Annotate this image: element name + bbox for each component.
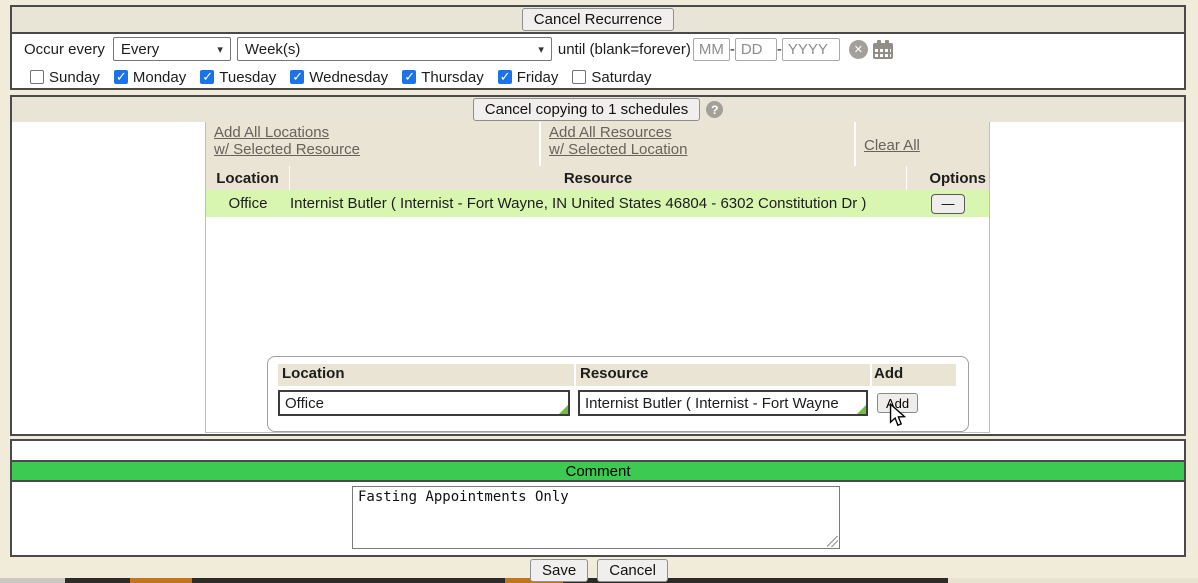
date-separator: - <box>776 40 782 58</box>
until-day-input[interactable]: DD <box>734 37 777 61</box>
mouse-cursor-icon <box>889 403 907 427</box>
saturday-label: Saturday <box>591 68 652 86</box>
day-friday: Friday <box>497 68 559 86</box>
resize-grip-icon[interactable] <box>827 536 838 547</box>
friday-checkbox[interactable] <box>497 69 512 85</box>
cancel-button[interactable]: Cancel <box>597 559 668 582</box>
add-form-inputs: Office Internist Butler ( Internist - Fo… <box>278 390 968 416</box>
friday-label: Friday <box>516 68 559 86</box>
add-all-resources-link[interactable]: Add All Resources <box>549 124 672 141</box>
add-all-locations-link-line2[interactable]: w/ Selected Resource <box>214 141 360 158</box>
day-thursday: Thursday <box>402 69 484 86</box>
row-options: — <box>907 193 989 214</box>
add-all-resources-cell: Add All Resources w/ Selected Location <box>541 122 856 166</box>
cancel-recurrence-button[interactable]: Cancel Recurrence <box>521 8 675 31</box>
strip-segment <box>563 578 948 583</box>
unit-select-value: Week(s) <box>244 40 301 58</box>
add-form-headers: Location Resource Add <box>278 364 956 386</box>
until-year-input[interactable]: YYYY <box>781 37 840 61</box>
wednesday-label: Wednesday <box>309 68 389 86</box>
occur-every-label: Occur every <box>24 40 105 58</box>
calendar-icon[interactable] <box>872 39 893 59</box>
comment-body: Fasting Appointments Only <box>12 482 1184 553</box>
add-all-resources-link-line2[interactable]: w/ Selected Location <box>549 141 688 158</box>
interval-select[interactable]: Every ▾ <box>112 37 231 61</box>
calendar-grid <box>874 48 891 57</box>
comment-text: Fasting Appointments Only <box>358 489 569 505</box>
thursday-label: Thursday <box>421 68 484 86</box>
clear-all-cell: Clear All <box>856 122 987 166</box>
clear-all-link[interactable]: Clear All <box>864 136 920 154</box>
cancel-copying-button[interactable]: Cancel copying to 1 schedules <box>472 98 701 121</box>
comment-spacer <box>12 441 1184 460</box>
location-select-input[interactable]: Office <box>278 390 570 416</box>
recurrence-header-bar: Cancel Recurrence <box>12 7 1184 34</box>
sunday-label: Sunday <box>49 68 100 86</box>
interval-select-value: Every <box>120 40 160 58</box>
footer-buttons: Save Cancel <box>0 559 1198 582</box>
until-label: until (blank=forever) <box>557 40 691 58</box>
until-month-input[interactable]: MM <box>692 37 730 61</box>
day-monday: Monday <box>113 68 187 86</box>
day-tuesday: Tuesday <box>200 69 276 86</box>
wednesday-checkbox[interactable] <box>290 69 305 85</box>
resource-column-header: Resource <box>290 166 907 190</box>
day-sunday: Sunday <box>30 69 100 86</box>
table-row: Office Internist Butler ( Internist - Fo… <box>206 190 989 217</box>
help-icon[interactable]: ? <box>706 101 724 118</box>
copy-header-bar: Cancel copying to 1 schedules ? <box>12 97 1184 122</box>
strip-segment <box>65 578 130 583</box>
copy-body: Add All Locations w/ Selected Resource A… <box>12 122 1184 434</box>
comment-header-label: Comment <box>565 462 631 480</box>
table-column-headers: Location Resource Options <box>206 166 989 190</box>
clear-date-icon[interactable]: ✕ <box>848 39 868 59</box>
thursday-checkbox[interactable] <box>402 69 417 85</box>
save-button[interactable]: Save <box>530 559 589 582</box>
strip-segment <box>130 578 192 583</box>
add-entry-panel: Location Resource Add Office Internist B… <box>267 356 969 432</box>
location-column-header: Location <box>206 166 290 190</box>
comment-header: Comment <box>12 460 1184 482</box>
monday-checkbox[interactable] <box>113 69 128 85</box>
day-saturday: Saturday <box>572 69 651 86</box>
weekday-checkbox-row: Sunday Monday Tuesday Wednesday Thursday… <box>12 63 1184 91</box>
unit-select[interactable]: Week(s) ▾ <box>236 37 552 61</box>
schedule-table: Add All Locations w/ Selected Resource A… <box>205 122 990 433</box>
add-all-locations-link[interactable]: Add All Locations <box>214 124 330 141</box>
tuesday-label: Tuesday <box>219 68 277 86</box>
chevron-down-icon: ▾ <box>538 43 544 56</box>
options-column-header: Options <box>929 169 986 187</box>
day-wednesday: Wednesday <box>290 69 388 86</box>
add-all-locations-cell: Add All Locations w/ Selected Resource <box>206 122 541 166</box>
add-form-resource-header: Resource <box>576 364 872 386</box>
copy-schedules-panel: Cancel copying to 1 schedules ? Add All … <box>10 95 1186 436</box>
strip-segment <box>948 578 1198 583</box>
chevron-down-icon: ▾ <box>217 43 223 56</box>
comment-panel: Comment Fasting Appointments Only <box>10 439 1186 557</box>
strip-segment <box>192 578 505 583</box>
recurrence-panel: Cancel Recurrence Occur every Every ▾ We… <box>10 5 1186 90</box>
monday-label: Monday <box>132 68 187 86</box>
row-resource: Internist Butler ( Internist - Fort Wayn… <box>290 195 867 212</box>
saturday-checkbox[interactable] <box>572 70 587 84</box>
sunday-checkbox[interactable] <box>30 70 44 84</box>
add-form-location-header: Location <box>278 364 576 386</box>
occur-row: Occur every Every ▾ Week(s) ▾ until (bla… <box>12 34 1184 62</box>
resource-select-input[interactable]: Internist Butler ( Internist - Fort Wayn… <box>578 390 868 416</box>
table-link-row: Add All Locations w/ Selected Resource A… <box>206 122 989 166</box>
strip-segment <box>0 578 65 583</box>
row-location: Office <box>228 195 268 212</box>
comment-textarea[interactable]: Fasting Appointments Only <box>352 486 840 549</box>
remove-row-button[interactable]: — <box>931 193 965 214</box>
tuesday-checkbox[interactable] <box>200 69 215 85</box>
date-separator: - <box>729 40 735 58</box>
add-form-add-header: Add <box>874 365 904 382</box>
